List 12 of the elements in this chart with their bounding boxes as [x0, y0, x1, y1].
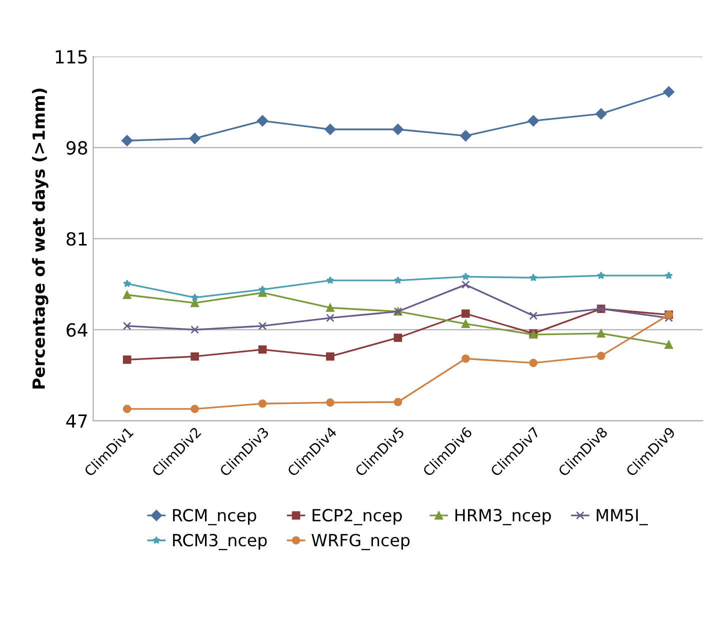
y-tick-label: 115	[56, 50, 87, 64]
y-tick-label: 81	[66, 232, 87, 246]
y-tick-label: 64	[66, 323, 88, 337]
legend-label: ECP2_ncep	[312, 508, 402, 526]
y-axis-title: Percentage of wet days (>1mm)	[32, 88, 48, 388]
legend-label: RCM_ncep	[173, 508, 256, 526]
legend-label: RCM3_ncep	[173, 534, 267, 550]
y-tick-label: 47	[66, 414, 87, 428]
legend-label: HRM3_ncep	[455, 508, 551, 526]
legend-label: WRFG_ncep	[312, 534, 410, 550]
y-tick-label: 98	[66, 141, 88, 155]
legend-label: MM5I_	[596, 509, 648, 526]
